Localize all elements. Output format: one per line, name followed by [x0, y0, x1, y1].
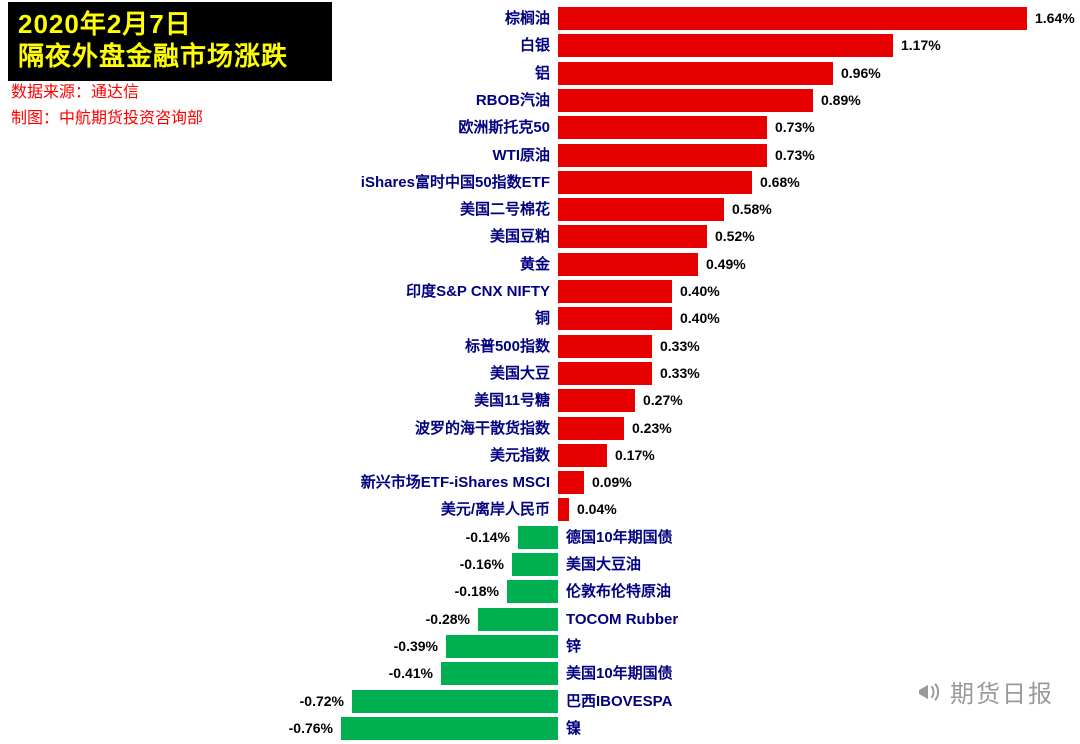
futures-daily-logo-icon [919, 683, 940, 700]
value-label: 0.23% [632, 420, 672, 436]
category-label: 锌 [566, 638, 582, 655]
value-label: 0.40% [680, 283, 720, 299]
value-label: 1.64% [1035, 10, 1075, 26]
value-label: 1.17% [901, 37, 941, 53]
category-label: 德国10年期国债 [566, 529, 673, 546]
category-label: 印度S&P CNX NIFTY [406, 283, 550, 300]
category-label: 棕榈油 [504, 10, 550, 27]
value-label: -0.41% [388, 665, 433, 681]
category-label: 波罗的海干散货指数 [414, 420, 550, 437]
value-label: 0.89% [821, 92, 861, 108]
value-label: 0.58% [732, 201, 772, 217]
category-label: 铜 [534, 310, 550, 327]
chart-bar [341, 717, 558, 740]
chart-bar [558, 362, 652, 385]
category-label: WTI原油 [492, 147, 551, 164]
value-label: 0.33% [660, 338, 700, 354]
chart-bar [558, 389, 635, 412]
chart-bar [558, 253, 698, 276]
value-label: 0.68% [760, 174, 800, 190]
category-label: TOCOM Rubber [566, 611, 679, 628]
category-label: 美元指数 [489, 447, 550, 464]
value-label: -0.28% [425, 611, 470, 627]
value-label: -0.18% [454, 583, 499, 599]
chart-bar [558, 7, 1027, 30]
value-label: 0.52% [715, 228, 755, 244]
value-label: 0.49% [706, 256, 746, 272]
value-label: 0.73% [775, 147, 815, 163]
category-label: 巴西IBOVESPA [566, 693, 673, 710]
value-label: -0.39% [393, 638, 438, 654]
value-label: 0.33% [660, 365, 700, 381]
chart-bar [441, 662, 558, 685]
value-label: -0.72% [299, 693, 344, 709]
category-label: 标普500指数 [464, 338, 550, 355]
category-label: 美国豆粕 [489, 228, 550, 245]
value-label: 0.27% [643, 392, 683, 408]
chart-bar [478, 608, 558, 631]
category-label: 镍 [566, 720, 582, 737]
title-line-1: 2020年2月7日 [18, 9, 192, 39]
chart-bar [558, 62, 833, 85]
chart-bar [558, 171, 752, 194]
category-label: 新兴市场ETF-iShares MSCI [360, 474, 550, 491]
value-label: -0.76% [288, 720, 333, 736]
category-label: 黄金 [519, 256, 550, 273]
chart-bar [558, 280, 672, 303]
title-line-2: 隔夜外盘金融市场涨跌 [18, 41, 289, 71]
value-label: -0.16% [459, 556, 504, 572]
chart-bar [446, 635, 558, 658]
chart-bar [558, 498, 569, 521]
chart-bar [507, 580, 558, 603]
chart-bar [558, 471, 584, 494]
source-line-2: 制图：中航期货投资咨询部 [11, 110, 204, 127]
source-line-1: 数据来源：通达信 [11, 84, 140, 101]
value-label: 0.96% [841, 65, 881, 81]
category-label: 美国二号棉花 [459, 201, 550, 218]
value-label: 0.40% [680, 310, 720, 326]
chart-bar [558, 116, 767, 139]
chart-bar [558, 89, 813, 112]
chart-bar [558, 307, 672, 330]
chart-bar [558, 198, 724, 221]
chart-bar [558, 144, 767, 167]
category-label: 欧洲斯托克50 [458, 119, 550, 136]
category-label: 美元/离岸人民币 [440, 501, 550, 518]
value-label: 0.09% [592, 474, 632, 490]
watermark-text: 期货日报 [950, 681, 1054, 708]
category-label: 美国大豆 [489, 365, 550, 382]
chart-bar [352, 690, 558, 713]
data-source-block: 数据来源：通达信 制图：中航期货投资咨询部 [11, 80, 203, 132]
chart-bar [558, 335, 652, 358]
category-label: RBOB汽油 [475, 92, 550, 109]
value-label: 0.73% [775, 119, 815, 135]
category-label: 伦敦布伦特原油 [566, 583, 672, 600]
value-label: 0.04% [577, 501, 617, 517]
category-label: 白银 [519, 37, 550, 54]
category-label: 美国10年期国债 [566, 665, 673, 682]
chart-bar [558, 417, 624, 440]
chart-bar [558, 225, 707, 248]
category-label: 美国11号糖 [474, 392, 550, 409]
watermark: 期货日报 [916, 674, 1054, 709]
value-label: 0.17% [615, 447, 655, 463]
chart-bar [512, 553, 558, 576]
category-label: iShares富时中国50指数ETF [360, 174, 550, 191]
title-box: 2020年2月7日 隔夜外盘金融市场涨跌 [8, 2, 332, 81]
category-label: 铝 [534, 65, 550, 82]
chart-bar [518, 526, 558, 549]
chart-bar [558, 34, 893, 57]
chart-bar [558, 444, 607, 467]
value-label: -0.14% [465, 529, 510, 545]
category-label: 美国大豆油 [566, 556, 642, 573]
